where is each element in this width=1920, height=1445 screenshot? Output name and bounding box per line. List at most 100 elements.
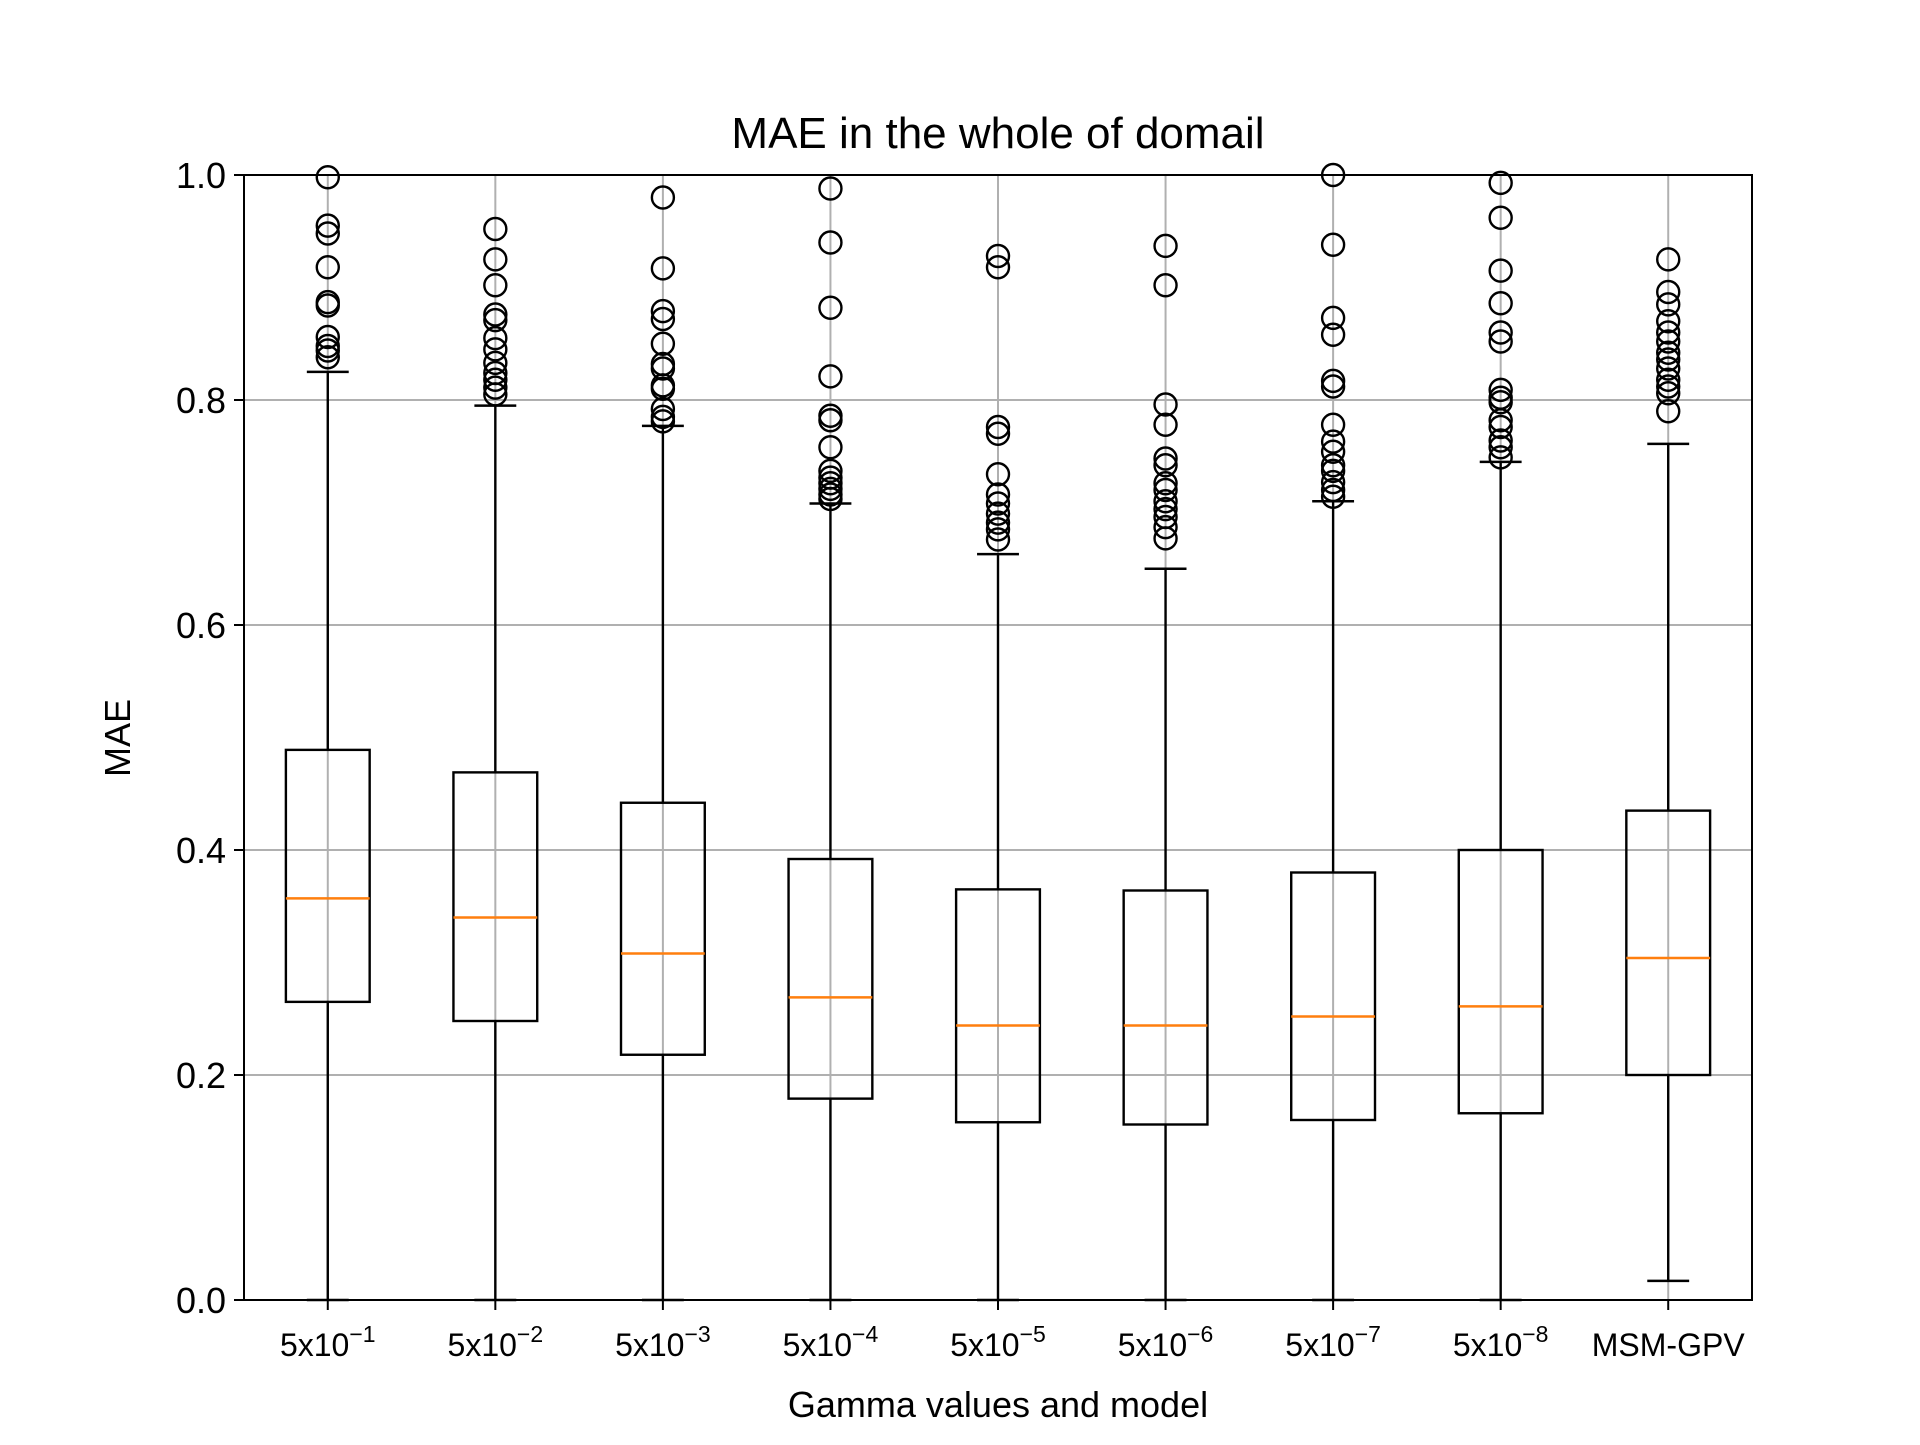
outlier-point: [483, 382, 508, 407]
outlier-point: [1153, 477, 1178, 503]
outlier-point: [1488, 414, 1513, 440]
outlier-point: [1656, 292, 1681, 317]
boxes: [284, 162, 1712, 1302]
outlier-point: [1488, 205, 1513, 230]
box-iqr: [1457, 848, 1544, 1115]
outlier-point: [1320, 484, 1346, 509]
x-tick-label: MSM-GPV: [1592, 1327, 1746, 1363]
outlier-point: [1656, 329, 1681, 354]
outlier-point: [1153, 446, 1178, 471]
chart-title: MAE in the whole of domail: [731, 109, 1264, 158]
outlier-point: [818, 364, 843, 389]
outlier-point: [818, 476, 843, 502]
x-tick-label: 5x10−5: [950, 1321, 1046, 1363]
outlier-point: [483, 302, 508, 327]
outlier-point: [1488, 320, 1513, 345]
x-tick-label: 5x10−4: [783, 1321, 879, 1363]
outlier-point: [1320, 412, 1346, 437]
box-iqr: [787, 857, 874, 1100]
x-tick-label: 5x10−7: [1285, 1321, 1381, 1363]
outlier-point: [985, 517, 1011, 542]
x-tick-label: 5x10−6: [1118, 1321, 1214, 1363]
outlier-point: [985, 462, 1011, 487]
box-iqr: [284, 748, 371, 1004]
outlier-point: [315, 338, 340, 363]
outlier-point: [985, 482, 1011, 507]
x-tick-label: 5x10−1: [280, 1321, 376, 1363]
outlier-point: [818, 435, 843, 460]
outlier-point: [1320, 368, 1346, 394]
outlier-point: [315, 255, 340, 280]
outlier-point: [315, 213, 340, 238]
outlier-point: [1488, 428, 1513, 453]
outlier-point: [483, 247, 508, 272]
outlier-point: [1656, 374, 1681, 399]
outlier-point: [1656, 340, 1681, 365]
box-iqr: [954, 888, 1042, 1124]
outlier-point: [1153, 514, 1178, 540]
outlier-point: [650, 185, 676, 210]
outlier-point: [1488, 408, 1513, 433]
outlier-point: [315, 345, 340, 370]
outlier-point: [483, 350, 508, 376]
box-group: [1290, 162, 1377, 1302]
outlier-point: [985, 501, 1011, 526]
outlier-point: [650, 396, 676, 422]
outlier-point: [1656, 309, 1681, 334]
outlier-point: [1656, 347, 1681, 372]
outlier-point: [1153, 453, 1178, 478]
outlier-point: [650, 306, 676, 332]
box-iqr: [619, 801, 706, 1056]
ticks: 0.0 0.2 0.4 0.6 0.8 1.0 5x10−1 5x10−2 5x10−3 5x10…: [176, 155, 1745, 1363]
outlier-point: [1488, 170, 1513, 196]
outlier-point: [483, 325, 508, 351]
outlier-point: [1488, 291, 1513, 316]
outlier-point: [1656, 381, 1681, 406]
outlier-point: [1153, 526, 1178, 551]
y-tick-label: 0.6: [176, 605, 226, 646]
outlier-point: [650, 356, 676, 381]
outlier-point: [650, 331, 676, 356]
outlier-point: [818, 176, 843, 201]
outlier-point: [1320, 453, 1346, 478]
x-tick-label: 5x10−2: [448, 1321, 544, 1363]
outlier-point: [483, 367, 508, 392]
outlier-point: [1320, 232, 1346, 257]
x-tick-label: 5x10−8: [1453, 1321, 1549, 1363]
x-axis-label: Gamma values and model: [788, 1384, 1208, 1425]
outlier-point: [1153, 471, 1178, 496]
outlier-point: [315, 293, 340, 318]
outlier-point: [1488, 377, 1513, 403]
outlier-point: [650, 298, 676, 324]
box-iqr: [1625, 809, 1712, 1077]
outlier-point: [1488, 445, 1513, 470]
outlier-point: [1488, 435, 1513, 460]
box-group: [954, 243, 1042, 1302]
box-iqr: [1290, 871, 1377, 1122]
outlier-point: [650, 376, 676, 401]
outlier-point: [1656, 320, 1681, 345]
y-axis-label: MAE: [97, 699, 138, 777]
outlier-point: [1153, 392, 1178, 417]
outlier-point: [1320, 305, 1346, 331]
outlier-point: [818, 230, 843, 255]
outlier-point: [1656, 356, 1681, 381]
box-group: [619, 185, 706, 1302]
outlier-point: [650, 409, 676, 434]
outlier-point: [1656, 247, 1681, 272]
outlier-point: [1656, 367, 1681, 392]
outlier-point: [1153, 273, 1178, 298]
outlier-point: [985, 421, 1011, 446]
outlier-point: [1488, 258, 1513, 283]
outlier-point: [985, 414, 1011, 440]
outlier-point: [1488, 390, 1513, 415]
outlier-point: [1320, 469, 1346, 495]
outlier-point: [315, 165, 340, 190]
outlier-point: [818, 471, 843, 496]
y-tick-label: 0.0: [176, 1280, 226, 1321]
outlier-point: [483, 375, 508, 400]
y-tick-label: 0.8: [176, 380, 226, 421]
y-tick-label: 0.4: [176, 830, 226, 871]
